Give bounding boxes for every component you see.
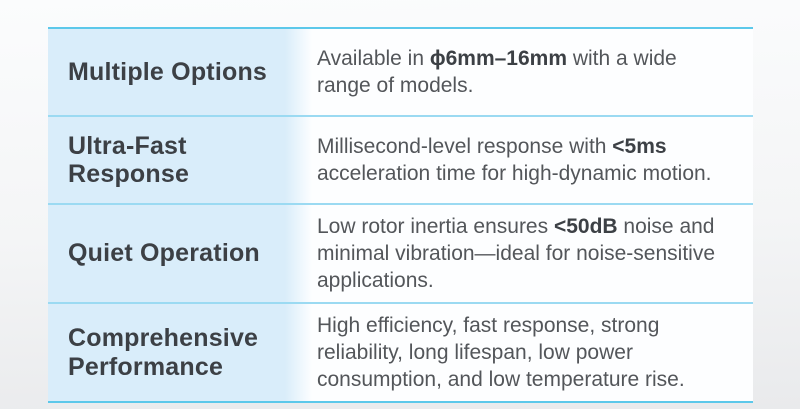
description-text: acceleration time for high-dynamic motio… <box>317 162 712 185</box>
feature-title-cell: Multiple Options <box>48 29 295 115</box>
description-highlight: <5ms <box>612 135 667 158</box>
table-row-ultra-fast-response: Ultra-Fast Response Millisecond-level re… <box>48 117 753 205</box>
description-highlight: ϕ6mm–16mm <box>429 47 568 70</box>
feature-description: Millisecond-level response with <5ms acc… <box>317 133 712 187</box>
feature-description-cell: High efficiency, fast response, strong r… <box>295 304 753 401</box>
feature-title: Ultra-Fast Response <box>68 131 190 189</box>
feature-table: Multiple Options Available in ϕ6mm–16mm … <box>48 27 753 403</box>
feature-title-cell: Ultra-Fast Response <box>48 117 295 203</box>
description-text: Low rotor inertia ensures <box>317 215 554 238</box>
feature-description-cell: Millisecond-level response with <5ms acc… <box>295 117 753 203</box>
feature-title-cell: Quiet Operation <box>48 205 295 302</box>
feature-description-cell: Low rotor inertia ensures <50dB noise an… <box>295 205 753 302</box>
description-highlight: <50dB <box>553 215 618 238</box>
table-row-quiet-operation: Quiet Operation Low rotor inertia ensure… <box>48 205 753 304</box>
feature-description: Available in ϕ6mm–16mm with a wide range… <box>317 45 677 99</box>
feature-title: Multiple Options <box>68 57 268 86</box>
feature-description: Low rotor inertia ensures <50dB noise an… <box>317 213 715 294</box>
table-row-multiple-options: Multiple Options Available in ϕ6mm–16mm … <box>48 29 753 117</box>
description-text: Available in <box>317 47 430 70</box>
feature-title-cell: Comprehensive Performance <box>48 304 295 401</box>
feature-title: Comprehensive Performance <box>68 324 259 381</box>
feature-title: Quiet Operation <box>68 239 260 268</box>
table-row-comprehensive-performance: Comprehensive Performance High efficienc… <box>48 304 753 401</box>
description-text: with a wide range of models. <box>317 47 677 97</box>
description-text: noise and minimal vibration—ideal for no… <box>317 215 715 292</box>
feature-description: High efficiency, fast response, strong r… <box>317 312 685 393</box>
description-text: Millisecond-level response with <box>317 135 613 158</box>
description-text: High efficiency, fast response, strong r… <box>317 314 685 391</box>
feature-description-cell: Available in ϕ6mm–16mm with a wide range… <box>295 29 753 115</box>
